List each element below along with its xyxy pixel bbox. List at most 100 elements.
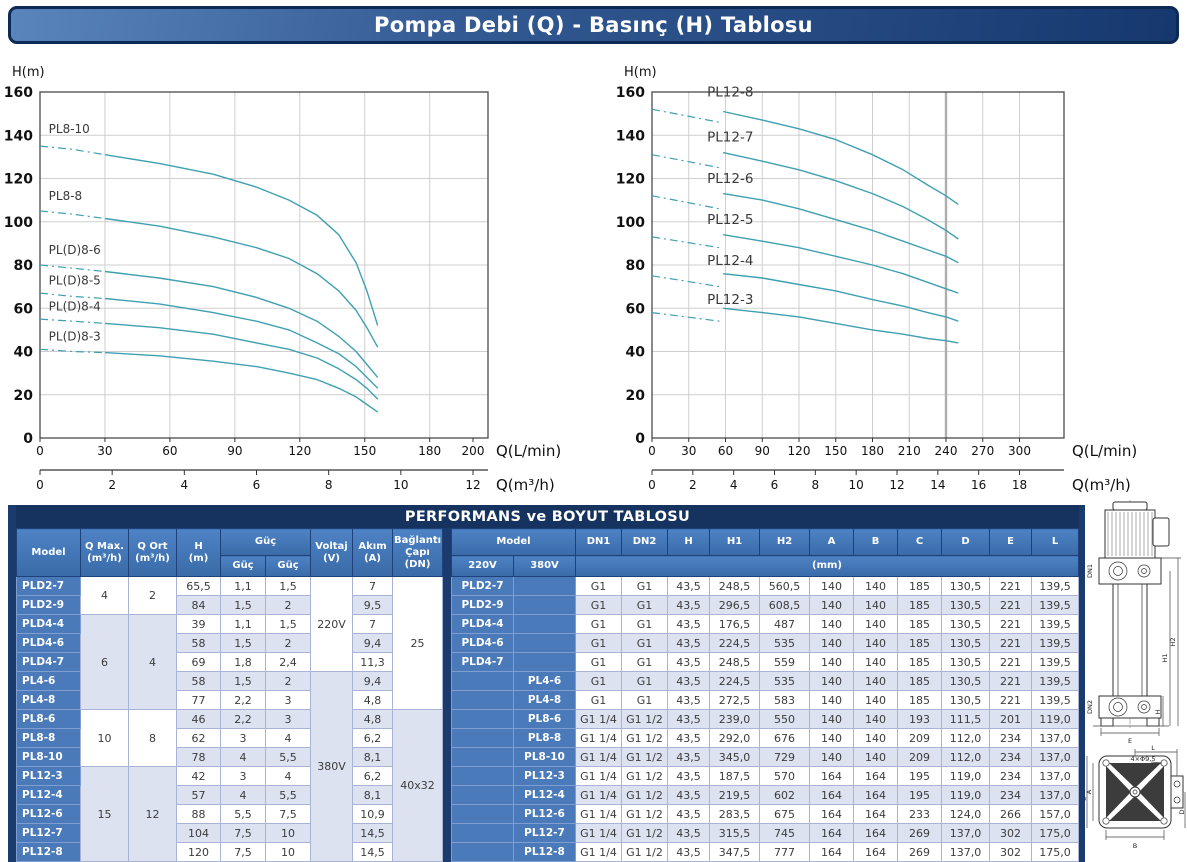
dimension-cell: 164 <box>809 804 855 824</box>
y-tick-label: 60 <box>626 301 646 317</box>
y-tick-label: 20 <box>14 388 34 404</box>
x2-tick-label: 2 <box>108 478 116 492</box>
qmax-cell: 15 <box>80 766 129 862</box>
model-cell-380v: PL12-8 <box>512 842 577 862</box>
x-tick-label: 150 <box>353 444 376 458</box>
dimension-cell: 777 <box>759 842 811 862</box>
model-cell-220v <box>451 671 514 691</box>
dimension-cell: 139,5 <box>1031 671 1079 691</box>
dimension-cell: G1 1/4 <box>575 766 623 786</box>
dimension-cell: G1 <box>575 671 623 691</box>
pump-head <box>1098 557 1162 585</box>
dimension-cell: 139,5 <box>1031 652 1079 672</box>
x2-tick-label: 14 <box>930 478 945 492</box>
head-plug-inner <box>1141 568 1147 574</box>
perf-row-PL8-10: PL8-10 78 4 5,5 8,1 <box>16 747 443 767</box>
dimension-cell: 164 <box>809 766 855 786</box>
power-kw-cell: 1,1 <box>220 576 266 596</box>
dimension-cell: 302 <box>989 823 1033 843</box>
head-cell: 69 <box>176 652 221 672</box>
curve-PL(D)8-5 <box>104 297 379 389</box>
power-kw-cell: 2,2 <box>220 690 266 710</box>
dimension-cell: 140 <box>853 614 899 634</box>
model-cell: PL4-6 <box>16 671 81 691</box>
performance-table: Model Q Max. (m³/h) Q Ort (m³/h) H (m) G… <box>16 528 444 862</box>
dimension-cell: 608,5 <box>759 595 811 615</box>
current-cell: 9,4 <box>352 633 394 653</box>
dimension-cell: 248,5 <box>709 576 761 596</box>
dimension-cell: 675 <box>759 804 811 824</box>
model-cell-220v <box>451 747 514 767</box>
bolt-hole <box>1160 817 1168 825</box>
dimension-cell: 296,5 <box>709 595 761 615</box>
y-tick-label: 60 <box>14 301 34 317</box>
perf-row-PLD4-7: PLD4-7 69 1,8 2,4 11,3 <box>16 652 443 672</box>
curve-label-PL12-3: PL12-3 <box>707 292 753 308</box>
model-cell-220v <box>451 785 514 805</box>
col-header-dn2: DN2 <box>621 528 669 556</box>
x2-tick-label: 10 <box>849 478 864 492</box>
power-kw-cell: 1,5 <box>220 671 266 691</box>
page-title: Pompa Debi (Q) - Basınç (H) Tablosu <box>374 13 813 37</box>
head-cell: 84 <box>176 595 221 615</box>
dimension-cell: 266 <box>989 804 1033 824</box>
dimension-cell: G1 1/4 <box>575 785 623 805</box>
dimension-cell: 201 <box>989 709 1033 729</box>
dimension-cell: 570 <box>759 766 811 786</box>
curve-dashed-PL12-4 <box>651 275 720 288</box>
perf-row-PL4-6: PL4-6 58 1,5 2 380V 9,4 <box>16 671 443 862</box>
curve-PL(D)8-3 <box>104 351 379 413</box>
x-tick-label: 150 <box>824 444 847 458</box>
perf-row-PL4-8: PL4-8 77 2,2 3 4,8 <box>16 690 443 710</box>
dimension-cell: 164 <box>853 842 899 862</box>
col-header-model-r: Model <box>450 528 577 556</box>
model-cell: PLD2-7 <box>16 576 81 596</box>
dimension-cell: G1 1/2 <box>621 766 669 786</box>
y-tick-label: 160 <box>616 85 645 101</box>
model-cell-220v <box>451 766 514 786</box>
power-hp-cell: 10 <box>264 842 312 862</box>
dim-label-l: L <box>1151 744 1155 752</box>
x-axis-title-lmin: Q(L/min) <box>1072 442 1137 460</box>
dimension-cell: 43,5 <box>667 652 711 672</box>
dim-row-PL8-6: PL8-6 G1 1/4 G1 1/2 43,5 239,0 550 140 140 193 11… <box>451 709 1079 729</box>
dimension-cell: 43,5 <box>667 766 711 786</box>
dimension-cell: 487 <box>759 614 811 634</box>
dimension-cell: G1 <box>575 614 623 634</box>
col-header-H2: H2 <box>759 528 811 556</box>
qmax-cell: 4 <box>80 576 129 615</box>
dimension-cell: 234 <box>989 728 1033 748</box>
current-cell: 11,3 <box>352 652 394 672</box>
vent-left <box>1106 766 1131 818</box>
power-hp-cell: 2 <box>264 633 312 653</box>
model-cell: PL4-8 <box>16 690 81 710</box>
qort-cell: 4 <box>128 614 177 710</box>
head-cell: 58 <box>176 671 221 691</box>
head-cell: 42 <box>176 766 221 786</box>
x-tick-label: 60 <box>718 444 733 458</box>
dimension-cell: 43,5 <box>667 614 711 634</box>
flange-bolt <box>1173 796 1181 804</box>
dimension-cell: G1 <box>621 690 669 710</box>
curve-dashed-PL(D)8-4 <box>39 318 106 324</box>
power-hp-cell: 4 <box>264 766 312 786</box>
power-hp-cell: 3 <box>264 690 312 710</box>
power-hp-cell: 2 <box>264 595 312 615</box>
x-tick-label: 90 <box>227 444 242 458</box>
dimension-cell: 139,5 <box>1031 595 1079 615</box>
y-axis-title: H(m) <box>624 65 657 80</box>
y-tick-label: 160 <box>4 85 33 101</box>
dim-row-PLD4-6: PLD4-6 G1 G1 43,5 224,5 535 140 140 185 130,5 221 1… <box>451 633 1079 653</box>
curve-dashed-PL12-6 <box>651 195 720 210</box>
y-tick-label: 120 <box>4 172 33 188</box>
dimension-cell: 209 <box>897 728 943 748</box>
dimension-cell: 185 <box>897 671 943 691</box>
x2-tick-label: 2 <box>689 478 697 492</box>
foot-right <box>1146 717 1160 727</box>
dimension-cell: 248,5 <box>709 652 761 672</box>
curve-dashed-PL12-8 <box>651 108 720 123</box>
power-hp-cell: 7,5 <box>264 804 312 824</box>
curve-dashed-PL8-10 <box>39 145 106 156</box>
dimension-cell: 221 <box>989 595 1033 615</box>
